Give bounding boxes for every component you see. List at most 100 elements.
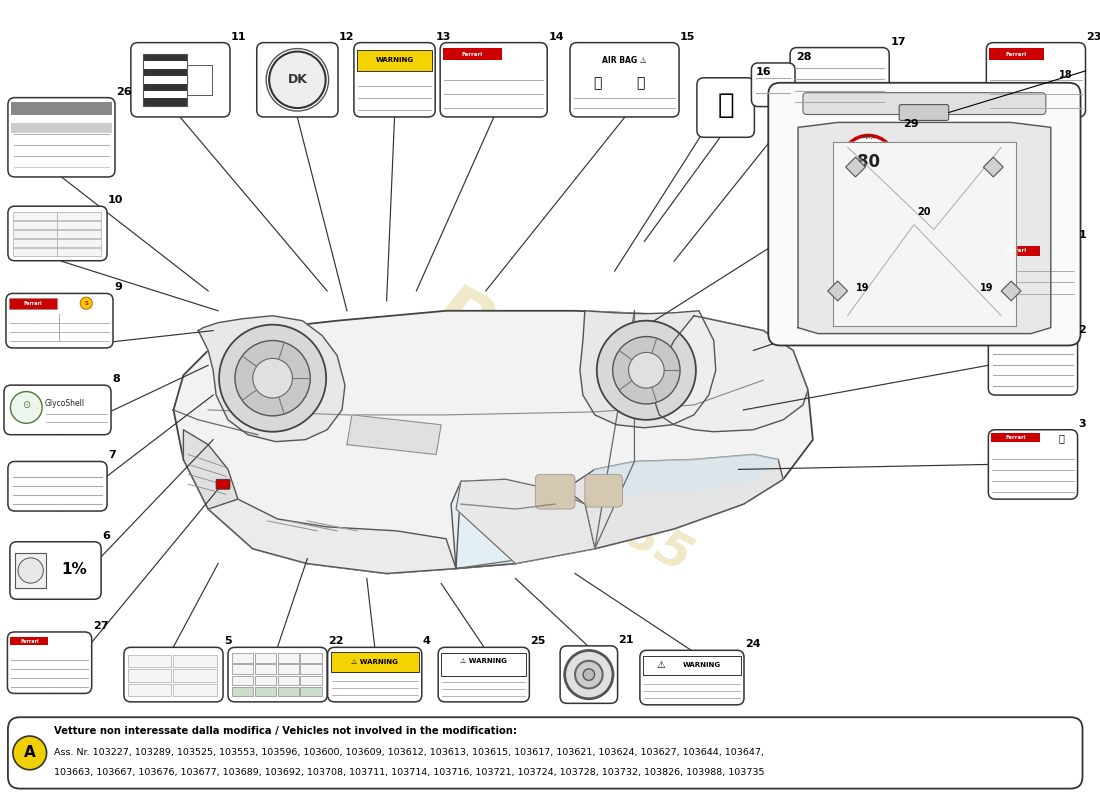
Text: 29: 29 [903, 119, 918, 130]
Polygon shape [451, 479, 595, 569]
Polygon shape [1001, 281, 1021, 301]
Text: 18: 18 [1059, 70, 1072, 80]
Bar [300, 664, 321, 674]
Text: ⛽: ⛽ [717, 90, 734, 118]
Polygon shape [565, 454, 783, 549]
FancyBboxPatch shape [585, 474, 623, 507]
Bar [9, 298, 57, 309]
FancyBboxPatch shape [8, 718, 1082, 789]
Bar [277, 653, 299, 663]
Polygon shape [654, 316, 807, 432]
Bar [441, 653, 527, 676]
Bar [57, 248, 101, 256]
Polygon shape [198, 316, 345, 442]
Bar [143, 54, 187, 106]
Bar [991, 246, 1041, 256]
Circle shape [13, 736, 46, 770]
Circle shape [564, 650, 613, 698]
FancyBboxPatch shape [354, 42, 436, 117]
FancyBboxPatch shape [131, 42, 230, 117]
Text: ⚠: ⚠ [657, 660, 665, 670]
Polygon shape [833, 142, 1016, 326]
Bar [174, 670, 217, 682]
Text: Ferrari: Ferrari [1005, 248, 1026, 253]
Text: 14: 14 [548, 32, 564, 42]
Bar [57, 230, 101, 238]
Text: 7: 7 [108, 450, 115, 461]
Polygon shape [828, 281, 848, 301]
Bar [174, 654, 217, 667]
FancyBboxPatch shape [988, 430, 1078, 499]
Circle shape [253, 358, 293, 398]
Text: Autoparts: Autoparts [397, 328, 713, 532]
Bar [15, 554, 46, 588]
Bar [10, 637, 48, 646]
Text: 25: 25 [530, 636, 546, 646]
Text: DK: DK [287, 74, 307, 86]
Polygon shape [184, 430, 238, 509]
FancyBboxPatch shape [4, 385, 111, 434]
Text: 11: 11 [231, 32, 246, 42]
Bar [300, 675, 321, 686]
Circle shape [10, 391, 42, 423]
FancyBboxPatch shape [8, 462, 107, 511]
Bar [255, 686, 276, 697]
Text: 19: 19 [856, 283, 869, 293]
FancyBboxPatch shape [570, 42, 679, 117]
Circle shape [842, 135, 895, 189]
Text: 15: 15 [680, 32, 695, 42]
Text: Vetture non interessate dalla modifica / Vehicles not involved in the modificati: Vetture non interessate dalla modifica /… [54, 726, 517, 737]
FancyBboxPatch shape [987, 42, 1086, 117]
Bar [277, 686, 299, 697]
Text: 3: 3 [1079, 418, 1086, 429]
Bar [232, 686, 253, 697]
Polygon shape [208, 484, 456, 574]
FancyBboxPatch shape [988, 335, 1078, 395]
FancyBboxPatch shape [124, 647, 223, 702]
Circle shape [628, 353, 664, 388]
Bar [57, 221, 101, 229]
Text: 9: 9 [114, 282, 122, 293]
Text: 80: 80 [857, 153, 880, 171]
Text: 2: 2 [1079, 325, 1087, 334]
Text: ⚠ WARNING: ⚠ WARNING [351, 659, 398, 665]
FancyBboxPatch shape [536, 474, 575, 509]
Text: 17: 17 [890, 37, 905, 46]
FancyBboxPatch shape [640, 650, 744, 705]
Text: ⊙: ⊙ [22, 400, 31, 410]
Bar [331, 652, 419, 672]
Text: 23: 23 [1087, 32, 1100, 42]
FancyBboxPatch shape [988, 242, 1078, 301]
FancyBboxPatch shape [768, 82, 1080, 346]
Polygon shape [585, 454, 778, 504]
Circle shape [583, 669, 595, 680]
Text: 27: 27 [92, 621, 108, 631]
Text: ⚠ WARNING: ⚠ WARNING [460, 658, 507, 664]
Text: 103663, 103667, 103676, 103677, 103689, 103692, 103708, 103711, 103714, 103716, : 103663, 103667, 103676, 103677, 103689, … [54, 768, 764, 778]
Bar [255, 653, 276, 663]
Polygon shape [346, 415, 441, 454]
Bar [11, 123, 112, 133]
FancyBboxPatch shape [697, 78, 755, 138]
FancyBboxPatch shape [803, 93, 1046, 114]
Text: 20: 20 [917, 206, 931, 217]
Text: 12: 12 [339, 32, 354, 42]
Bar [232, 653, 253, 663]
Bar [13, 221, 56, 229]
Text: Ferrari: Ferrari [1005, 435, 1026, 440]
Polygon shape [456, 479, 595, 563]
Bar [143, 98, 187, 106]
Polygon shape [580, 310, 716, 428]
FancyBboxPatch shape [216, 479, 230, 490]
Bar [174, 684, 217, 697]
Circle shape [270, 51, 326, 108]
Text: WARNING: WARNING [375, 58, 414, 63]
Text: 🚗: 🚗 [637, 77, 645, 90]
Bar [143, 83, 187, 91]
Bar [13, 248, 56, 256]
Circle shape [219, 325, 326, 432]
Polygon shape [798, 122, 1050, 334]
Text: Paletti: Paletti [422, 278, 689, 463]
Text: GlycoShell: GlycoShell [45, 399, 85, 409]
Text: 28: 28 [796, 52, 812, 62]
